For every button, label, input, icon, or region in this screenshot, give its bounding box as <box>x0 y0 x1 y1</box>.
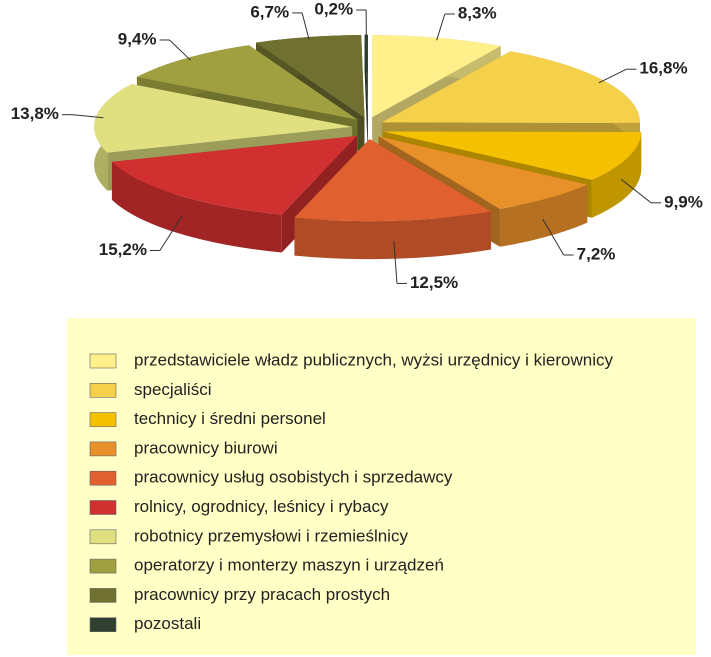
leader-line <box>542 218 565 256</box>
legend-swatch <box>89 558 117 574</box>
legend-label: przedstawiciele władz publicznych, wyżsi… <box>134 350 614 369</box>
data-label: 12,5% <box>410 273 458 292</box>
legend-label: rolnicy, ogrodnicy, leśnicy i rybacy <box>134 497 389 516</box>
legend-swatch <box>89 529 117 545</box>
leader-line <box>169 39 192 61</box>
legend-swatch <box>89 617 117 633</box>
data-label: 16,8% <box>639 59 687 78</box>
legend-swatch <box>89 412 117 427</box>
data-label: 9,4% <box>118 29 157 48</box>
legend-swatch <box>89 470 117 486</box>
slice <box>381 51 640 123</box>
data-label: 6,7% <box>250 2 289 21</box>
data-label: 0,2% <box>314 0 353 18</box>
slice-side <box>499 184 588 247</box>
data-label: 7,2% <box>577 244 616 263</box>
legend-swatch <box>89 382 117 398</box>
data-label: 15,2% <box>99 240 147 259</box>
legend-label: robotnicy przemysłowi i rzemieślnicy <box>134 526 408 545</box>
legend-swatch <box>89 441 117 457</box>
slice <box>294 139 491 222</box>
data-label: 9,9% <box>664 192 703 211</box>
legend-swatch <box>89 588 117 603</box>
legend-box <box>67 318 696 655</box>
slice <box>94 84 353 153</box>
slice <box>111 136 357 215</box>
legend-label: pozostali <box>134 614 201 633</box>
leader-line <box>159 215 183 251</box>
slice <box>372 35 501 118</box>
legend-label: pracownicy przy pracach prostych <box>134 585 390 604</box>
legend-label: specjaliści <box>134 380 211 399</box>
slice <box>364 34 368 117</box>
data-label: 8,3% <box>458 3 497 22</box>
leader-line <box>393 241 398 284</box>
slice-side <box>591 132 642 218</box>
slice <box>136 45 358 120</box>
legend-swatch <box>89 500 117 515</box>
leader-line <box>436 13 446 41</box>
slice <box>378 136 588 209</box>
data-label: 13,8% <box>11 104 59 123</box>
slice <box>383 131 642 180</box>
leader-line <box>598 68 627 84</box>
legend-label: technicy i średni personel <box>134 409 326 428</box>
slice-side <box>111 161 282 253</box>
legend-label: operatorzy i monterzy maszyn i urządzeń <box>134 556 444 575</box>
slice <box>256 35 365 118</box>
leader-line <box>620 178 652 204</box>
leader-line <box>301 12 310 40</box>
legend-swatch <box>89 353 117 369</box>
slice-side <box>294 211 491 260</box>
legend-label: pracownicy biurowi <box>134 438 278 457</box>
legend-label: pracownicy usług osobistych i sprzedawcy <box>134 468 453 487</box>
leader-line <box>71 114 104 119</box>
